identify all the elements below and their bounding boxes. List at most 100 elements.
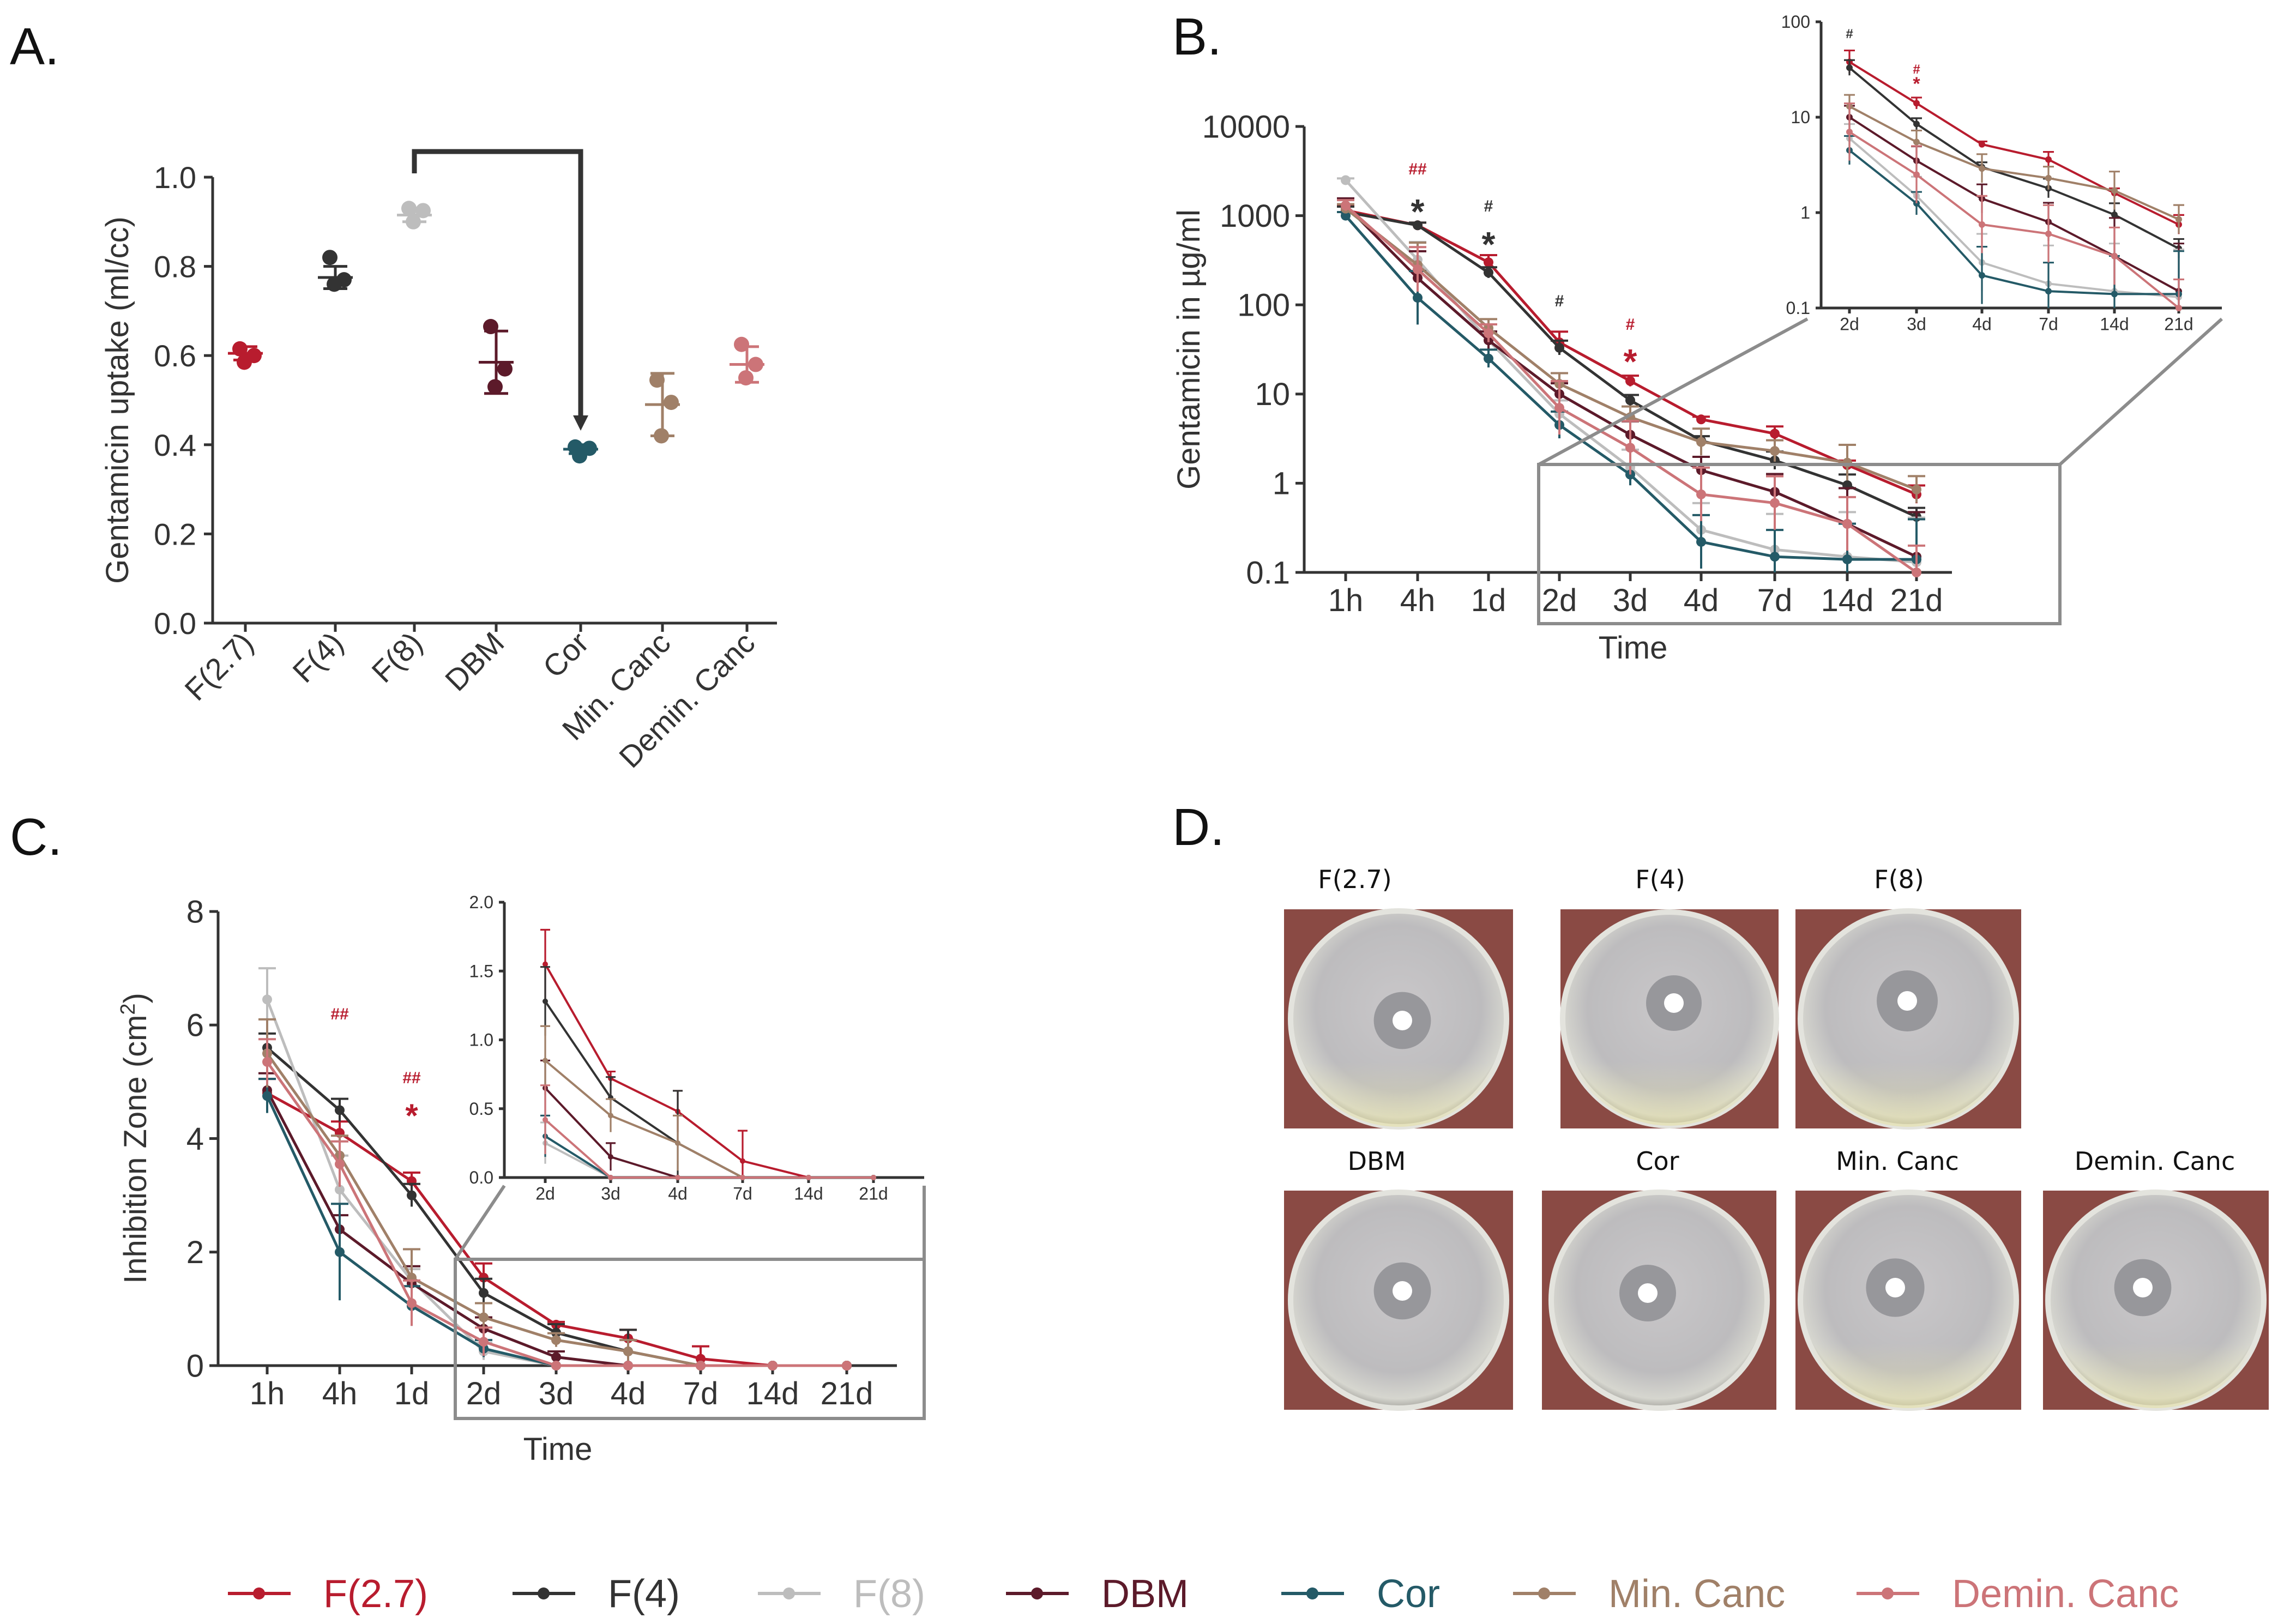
legend-marker [1031,1587,1043,1599]
data-point [649,372,665,388]
plate-f4: F(4) [1560,865,1779,1128]
data-point [551,1352,561,1362]
data-point [1341,200,1351,210]
x-tick-label: F(4) [286,625,349,689]
inset-data-point [543,1058,548,1064]
bracket-arrowhead [573,415,588,431]
x-tick-label: 4h [1400,583,1436,618]
data-point [1842,554,1852,565]
inset-data-point [1913,171,1920,178]
plate-f27: F(2.7) [1284,865,1513,1130]
significance-annotation: # [1555,292,1564,310]
data-point [237,354,252,370]
data-point [696,1361,706,1371]
significance-annotation: # [1484,197,1493,215]
data-point [734,336,749,352]
plate-demin-canc: Demin. Canc [2043,1146,2269,1411]
x-tick-label: 14d [746,1376,799,1411]
inset-y-tick-label: 1 [1800,203,1810,222]
inset-series-line [1848,137,2179,299]
data-point [1554,403,1564,413]
inset-data-point [1846,129,1853,136]
data-point [1484,268,1493,278]
x-tick-label: 21d [821,1376,873,1411]
data-point [623,1346,633,1356]
inset-y-tick-label: 1.5 [469,961,493,981]
data-point [572,448,587,464]
plate-label: Cor [1636,1146,1679,1176]
data-point [1413,264,1423,275]
plate-min-canc: Min. Canc [1795,1146,2021,1411]
x-tick-label: 7d [683,1376,719,1411]
data-point [551,1361,561,1371]
x-tick-label: DBM [438,625,511,698]
x-tick-label: 14d [1821,583,1874,618]
significance-annotation: ## [330,1005,349,1023]
inset-x-tick-label: 14d [794,1184,823,1203]
inset-data-point [1979,221,1985,228]
inset-data-point [1979,141,1985,148]
data-point [1696,414,1706,425]
legend-item: DBM [1006,1572,1189,1616]
inset-data-point [2111,211,2118,218]
y-tick-label: 0.2 [154,517,196,551]
significance-annotation: ## [1408,160,1427,178]
legend-label: Cor [1377,1572,1440,1616]
inset-data-point [1913,100,1920,107]
inset-data-point [1913,120,1920,128]
y-tick-label: 6 [186,1008,204,1043]
data-point [401,201,417,216]
legend-marker [253,1587,265,1599]
inset-x-tick-label: 21d [2164,314,2193,334]
inset-x-tick-label: 4d [1972,314,1992,334]
panel-c-chart: 0 2 4 6 8 1h 4h 1d 2d 3d 4d 7d 14d 21d Inhibition Zone… [117,892,926,1467]
inset-data-point [543,961,548,967]
inset-data-point [543,998,548,1004]
inset-data-point [2111,291,2118,298]
inset-series-line [544,1059,873,1179]
plate-label: Demin. Canc [2075,1146,2235,1176]
inset-x-tick-label: 7d [733,1184,752,1203]
inset-data-point [2045,230,2052,237]
data-point [1625,443,1635,453]
series-line [1345,214,1917,561]
data-point [262,1091,272,1101]
inset-data-point [2045,288,2052,295]
x-axis-title: Time [1599,630,1668,666]
x-tick-label: Cor [536,625,595,684]
data-point [479,1312,489,1323]
plate-label: F(8) [1874,865,1924,894]
data-point [407,1190,417,1200]
plate-cor: Cor [1542,1146,1776,1411]
inset-data-point [740,1158,745,1164]
y-tick-label: 4 [186,1121,204,1157]
inset-data-point [806,1175,811,1180]
antibiotic-disc [1885,1278,1905,1297]
panel-a-label: A. [10,17,59,76]
x-tick-label: 4d [1684,583,1719,618]
plate-f8: F(8) [1795,865,2021,1130]
legend-item: Demin. Canc [1857,1572,2179,1616]
inset-data-point [2111,187,2118,194]
plate-label: F(2.7) [1318,865,1392,894]
inset-series-line [1849,105,2179,221]
y-tick-label: 1.0 [154,160,196,195]
antibiotic-disc [1664,993,1684,1013]
inset-y-tick-label: 2.0 [469,892,493,912]
significance-annotation: * [1624,342,1637,381]
plate-label: F(4) [1635,865,1685,894]
x-tick-label: 2d [1542,583,1577,618]
inset-y-tick-label: 0.0 [469,1168,493,1187]
data-point [1696,437,1706,447]
inset-y-tick-label: 100 [1781,12,1810,32]
data-point [479,1337,489,1347]
inset-data-point [2175,305,2182,311]
data-point [1413,293,1423,303]
legend-marker [538,1587,550,1599]
legend-item: F(8) [758,1572,925,1616]
x-tick-label: 4h [322,1376,358,1411]
legend-label: Min. Canc [1608,1572,1785,1616]
inset-x-tick-label: 2d [535,1184,555,1203]
legend-marker [1538,1587,1550,1599]
data-point [262,1056,272,1067]
